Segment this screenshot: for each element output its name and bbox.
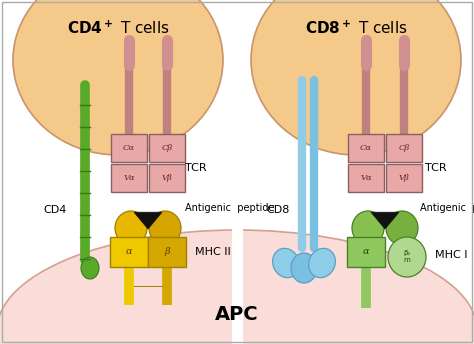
Ellipse shape [291,253,317,283]
Text: TCR: TCR [425,163,447,173]
Bar [148,237,186,267]
Text: Antigenic  peptide: Antigenic peptide [420,203,474,213]
Text: Cβ: Cβ [398,144,410,152]
Text: Antigenic  peptide: Antigenic peptide [185,203,274,213]
Text: CD8: CD8 [266,205,290,215]
Bar [149,164,185,192]
Bar [348,164,384,192]
Bar [347,237,385,267]
Text: MHC I: MHC I [435,250,467,260]
Ellipse shape [386,211,418,245]
Text: MHC II: MHC II [195,247,231,257]
Ellipse shape [0,230,474,344]
Ellipse shape [388,237,426,277]
Bar [111,164,147,192]
Bar [348,134,384,162]
Text: β₂
m: β₂ m [403,250,410,264]
Text: Vβ: Vβ [399,174,410,182]
Text: β: β [164,247,170,257]
Text: APC: APC [215,305,259,324]
Text: Vα: Vα [123,174,135,182]
Text: Cβ: Cβ [161,144,173,152]
Text: Vα: Vα [360,174,372,182]
Ellipse shape [251,0,461,155]
Ellipse shape [81,257,99,279]
Ellipse shape [273,248,300,278]
Ellipse shape [115,211,147,245]
Text: Cα: Cα [123,144,135,152]
Text: $\bf{CD8^+}$ T cells: $\bf{CD8^+}$ T cells [305,19,407,37]
Text: Cα: Cα [360,144,372,152]
Bar [386,164,422,192]
Ellipse shape [352,211,384,245]
Bar [386,134,422,162]
Ellipse shape [149,211,181,245]
Polygon shape [134,212,162,229]
Polygon shape [371,212,399,229]
Bar [111,134,147,162]
Text: Vβ: Vβ [162,174,173,182]
Bar [149,134,185,162]
Text: CD4: CD4 [43,205,67,215]
Ellipse shape [309,248,336,278]
Text: $\bf{CD4^+}$ T cells: $\bf{CD4^+}$ T cells [67,19,169,37]
Ellipse shape [13,0,223,155]
Text: α: α [126,247,132,257]
Bar [110,237,148,267]
Text: TCR: TCR [185,163,207,173]
Text: α: α [363,247,369,257]
